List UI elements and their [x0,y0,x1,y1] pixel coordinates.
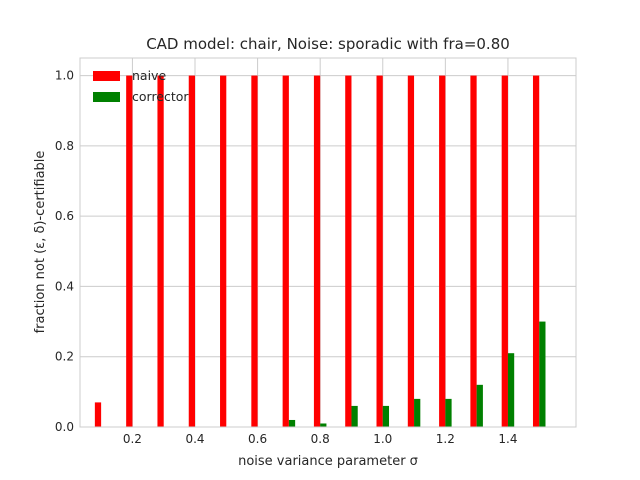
bar-corrector [320,423,327,427]
bar-corrector [382,405,390,427]
y-tick-label: 0.2 [55,350,74,364]
bar-naive [532,75,540,428]
bar-naive [376,75,383,428]
x-tick-label: 1.0 [373,432,392,446]
bar-corrector [414,398,421,427]
bar-corrector [351,405,358,427]
y-axis-label: fraction not (ε, δ)-certifiable [33,151,48,334]
bar-naive [313,75,321,428]
bars [94,75,546,428]
x-tick-label: 0.2 [123,432,142,446]
bar-naive [470,75,477,428]
x-tick-label: 0.8 [311,432,330,446]
gridlines [80,58,576,428]
x-tick-labels: 0.2 0.4 0.6 0.8 1.0 1.2 1.4 [123,432,518,446]
chart-title: CAD model: chair, Noise: sporadic with f… [146,35,510,53]
y-tick-label: 0.0 [55,420,74,434]
bar-corrector [539,321,546,427]
bar-naive [251,75,258,428]
bar-naive [407,75,415,428]
legend: naive corrector [93,68,189,104]
x-tick-label: 0.4 [185,432,204,446]
y-tick-label: 0.8 [55,139,74,153]
legend-swatch-corrector [93,92,120,102]
bar-corrector [288,419,296,427]
y-tick-label: 1.0 [55,69,74,83]
bar-naive [282,75,289,428]
bar-naive [345,75,352,428]
bar-naive [126,75,133,428]
y-tick-labels: 0.0 0.2 0.4 0.6 0.8 1.0 [55,69,74,434]
bar-naive [501,75,508,428]
x-tick-label: 0.6 [248,432,267,446]
x-tick-label: 1.4 [498,432,517,446]
bar-corrector [445,398,452,427]
y-tick-label: 0.6 [55,209,74,223]
legend-label-corrector: corrector [132,89,189,104]
bar-naive [439,75,446,428]
bar-naive [220,75,227,428]
y-tick-label: 0.4 [55,279,74,293]
x-axis-label: noise variance parameter σ [238,454,418,469]
plot-frame [79,57,577,428]
legend-label-naive: naive [132,68,166,83]
bar-corrector [507,353,515,427]
bar-corrector [476,384,483,427]
bar-naive [94,402,102,427]
legend-swatch-naive [93,71,120,81]
bar-naive [188,75,196,428]
bar-naive [157,75,164,428]
x-tick-label: 1.2 [436,432,455,446]
